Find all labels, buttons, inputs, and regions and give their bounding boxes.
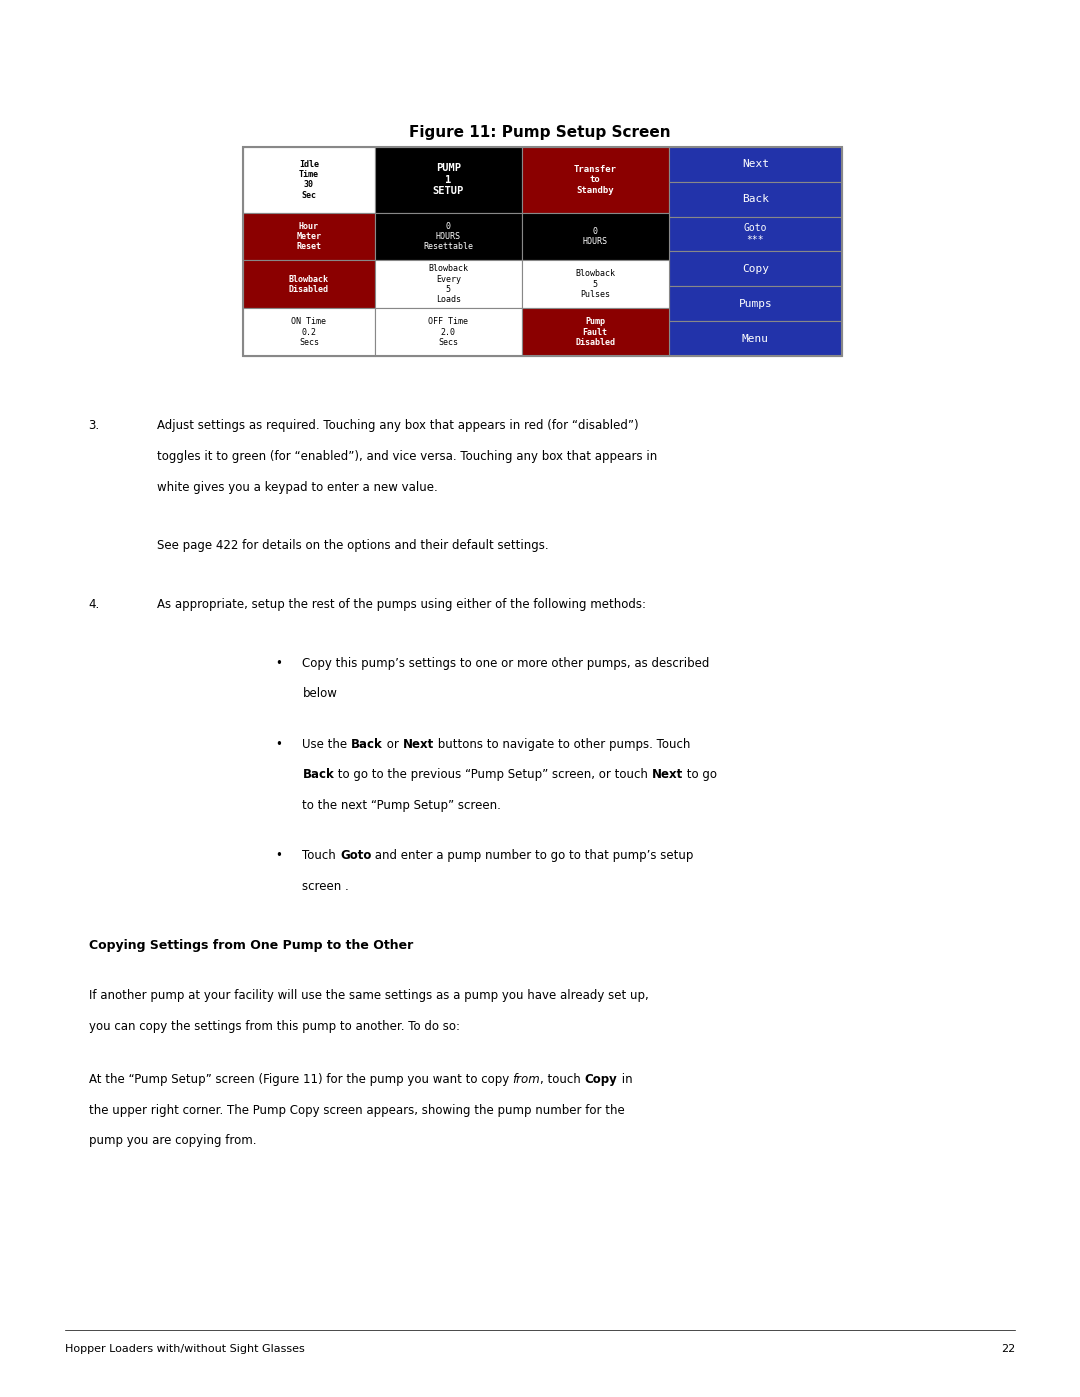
Text: Copy this pump’s settings to one or more other pumps, as described: Copy this pump’s settings to one or more…: [302, 657, 710, 669]
Text: buttons to navigate to other pumps. Touch: buttons to navigate to other pumps. Touc…: [434, 738, 690, 750]
FancyBboxPatch shape: [243, 309, 375, 356]
Text: Next: Next: [742, 159, 769, 169]
Text: See page 422 for details on the options and their default settings.: See page 422 for details on the options …: [157, 539, 549, 552]
Text: toggles it to green (for “enabled”), and vice versa. Touching any box that appea: toggles it to green (for “enabled”), and…: [157, 450, 657, 462]
Text: Next: Next: [651, 768, 683, 781]
Text: Blowback
5
Pulses: Blowback 5 Pulses: [576, 270, 616, 299]
FancyBboxPatch shape: [243, 260, 375, 309]
Text: to the next “Pump Setup” screen.: to the next “Pump Setup” screen.: [302, 799, 501, 812]
Text: Use the: Use the: [302, 738, 351, 750]
FancyBboxPatch shape: [522, 212, 669, 260]
Text: Hour
Meter
Reset: Hour Meter Reset: [296, 222, 322, 251]
FancyBboxPatch shape: [522, 309, 669, 356]
Text: OFF Time
2.0
Secs: OFF Time 2.0 Secs: [429, 317, 469, 346]
Text: screen .: screen .: [302, 880, 349, 893]
Text: the upper right corner. The Pump Copy screen appears, showing the pump number fo: the upper right corner. The Pump Copy sc…: [89, 1104, 624, 1116]
Text: •: •: [275, 657, 282, 669]
Text: or: or: [383, 738, 403, 750]
Text: Figure 11: Pump Setup Screen: Figure 11: Pump Setup Screen: [409, 124, 671, 140]
Text: Back: Back: [742, 194, 769, 204]
Text: Blowback
Every
5
Loads: Blowback Every 5 Loads: [429, 264, 469, 305]
FancyBboxPatch shape: [375, 260, 522, 309]
Text: Goto: Goto: [340, 849, 372, 862]
Text: •: •: [275, 849, 282, 862]
Text: white gives you a keypad to enter a new value.: white gives you a keypad to enter a new …: [157, 481, 437, 493]
Text: 22: 22: [1001, 1344, 1015, 1354]
Text: Copy: Copy: [584, 1073, 618, 1085]
FancyBboxPatch shape: [669, 286, 842, 321]
Text: , touch: , touch: [540, 1073, 584, 1085]
FancyBboxPatch shape: [669, 182, 842, 217]
Text: Idle
Time
30
Sec: Idle Time 30 Sec: [299, 159, 319, 200]
Text: Copying Settings from One Pump to the Other: Copying Settings from One Pump to the Ot…: [89, 939, 413, 951]
Text: •: •: [275, 738, 282, 750]
Text: Back: Back: [302, 768, 334, 781]
Text: PUMP
1
SETUP: PUMP 1 SETUP: [433, 163, 464, 197]
FancyBboxPatch shape: [375, 309, 522, 356]
FancyBboxPatch shape: [669, 147, 842, 182]
Text: and enter a pump number to go to that pump’s setup: and enter a pump number to go to that pu…: [372, 849, 693, 862]
Text: If another pump at your facility will use the same settings as a pump you have a: If another pump at your facility will us…: [89, 989, 648, 1002]
Text: in: in: [618, 1073, 632, 1085]
Text: As appropriate, setup the rest of the pumps using either of the following method: As appropriate, setup the rest of the pu…: [157, 598, 646, 610]
Text: Adjust settings as required. Touching any box that appears in red (for “disabled: Adjust settings as required. Touching an…: [157, 419, 638, 432]
Text: to go to the previous “Pump Setup” screen, or touch: to go to the previous “Pump Setup” scree…: [334, 768, 651, 781]
Text: Transfer
to
Standby: Transfer to Standby: [573, 165, 617, 194]
FancyBboxPatch shape: [669, 321, 842, 356]
Text: Touch: Touch: [302, 849, 340, 862]
Text: At the “Pump Setup” screen (Figure 11) for the pump you want to copy: At the “Pump Setup” screen (Figure 11) f…: [89, 1073, 513, 1085]
Text: to go: to go: [683, 768, 717, 781]
Text: Goto
***: Goto ***: [744, 224, 767, 244]
Text: Hopper Loaders with/without Sight Glasses: Hopper Loaders with/without Sight Glasse…: [65, 1344, 305, 1354]
Text: Back: Back: [351, 738, 383, 750]
Text: Pumps: Pumps: [739, 299, 772, 309]
Text: Next: Next: [403, 738, 434, 750]
FancyBboxPatch shape: [243, 212, 375, 260]
Text: 0
HOURS
Resettable: 0 HOURS Resettable: [423, 222, 473, 251]
Text: Pump
Fault
Disabled: Pump Fault Disabled: [576, 317, 616, 346]
Text: from: from: [513, 1073, 540, 1085]
FancyBboxPatch shape: [243, 147, 375, 212]
Text: 4.: 4.: [89, 598, 99, 610]
Text: Copy: Copy: [742, 264, 769, 274]
Text: Menu: Menu: [742, 334, 769, 344]
FancyBboxPatch shape: [669, 251, 842, 286]
FancyBboxPatch shape: [669, 217, 842, 251]
Text: you can copy the settings from this pump to another. To do so:: you can copy the settings from this pump…: [89, 1020, 460, 1032]
Text: below: below: [302, 687, 337, 700]
Bar: [243, 147, 842, 356]
Text: ON Time
0.2
Secs: ON Time 0.2 Secs: [292, 317, 326, 346]
FancyBboxPatch shape: [522, 260, 669, 309]
Text: 3.: 3.: [89, 419, 99, 432]
Text: 0
HOURS: 0 HOURS: [582, 226, 608, 246]
Text: Blowback
Disabled: Blowback Disabled: [289, 275, 329, 293]
FancyBboxPatch shape: [522, 147, 669, 212]
Text: pump you are copying from.: pump you are copying from.: [89, 1134, 256, 1147]
FancyBboxPatch shape: [375, 212, 522, 260]
FancyBboxPatch shape: [375, 147, 522, 212]
